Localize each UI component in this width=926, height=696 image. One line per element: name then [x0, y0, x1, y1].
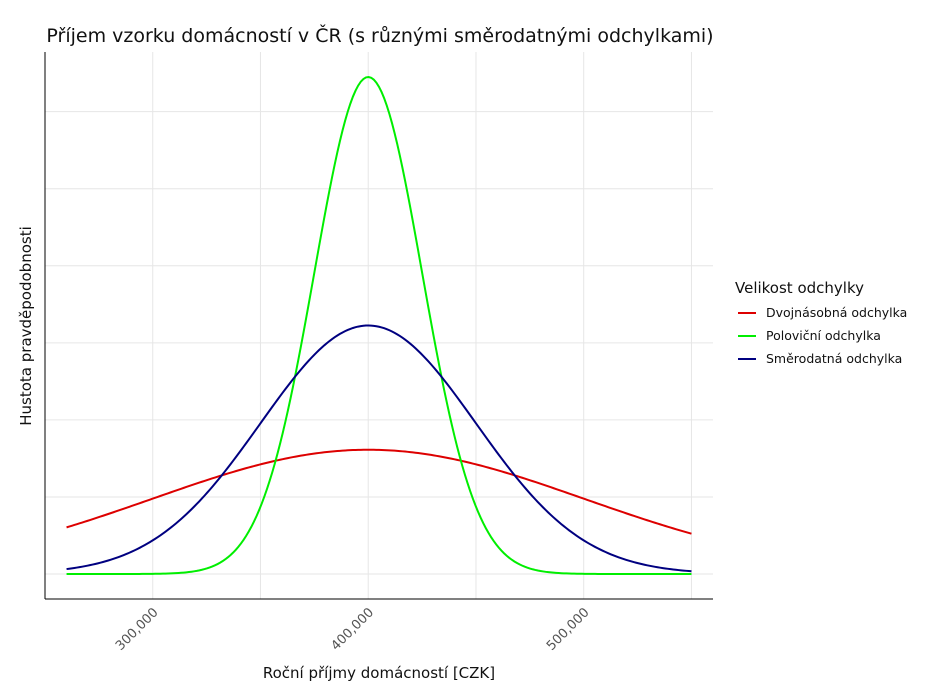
legend-items: Dvojnásobná odchylka Poloviční odchylka Sm…: [738, 305, 907, 366]
legend-item: Směrodatná odchylka: [738, 351, 902, 366]
series-lines: [66, 75, 692, 575]
legend-item: Dvojnásobná odchylka: [738, 305, 907, 320]
chart-title: Příjem vzorku domácností v ČR (s různými…: [46, 23, 713, 47]
legend-label: Směrodatná odchylka: [766, 351, 902, 366]
legend-title: Velikost odchylky: [735, 279, 864, 297]
x-tick-label: 400,000: [328, 605, 377, 654]
legend-item: Poloviční odchylka: [738, 328, 881, 343]
grid-lines: [45, 52, 713, 599]
axes: [44, 52, 713, 600]
series-line: [66, 75, 692, 575]
series-line: [66, 448, 692, 535]
x-tick-label: 300,000: [113, 605, 162, 654]
x-tick-labels: 300,000 400,000 500,000: [113, 605, 593, 654]
x-tick-label: 500,000: [544, 605, 593, 654]
series-line: [66, 324, 692, 573]
legend-label: Dvojnásobná odchylka: [766, 305, 907, 320]
y-axis-title: Hustota pravděpodobnosti: [17, 226, 35, 425]
x-axis-title: Roční příjmy domácností [CZK]: [263, 664, 495, 682]
legend: Velikost odchylky Dvojnásobná odchylka Po…: [735, 279, 907, 366]
legend-label: Poloviční odchylka: [766, 328, 881, 343]
